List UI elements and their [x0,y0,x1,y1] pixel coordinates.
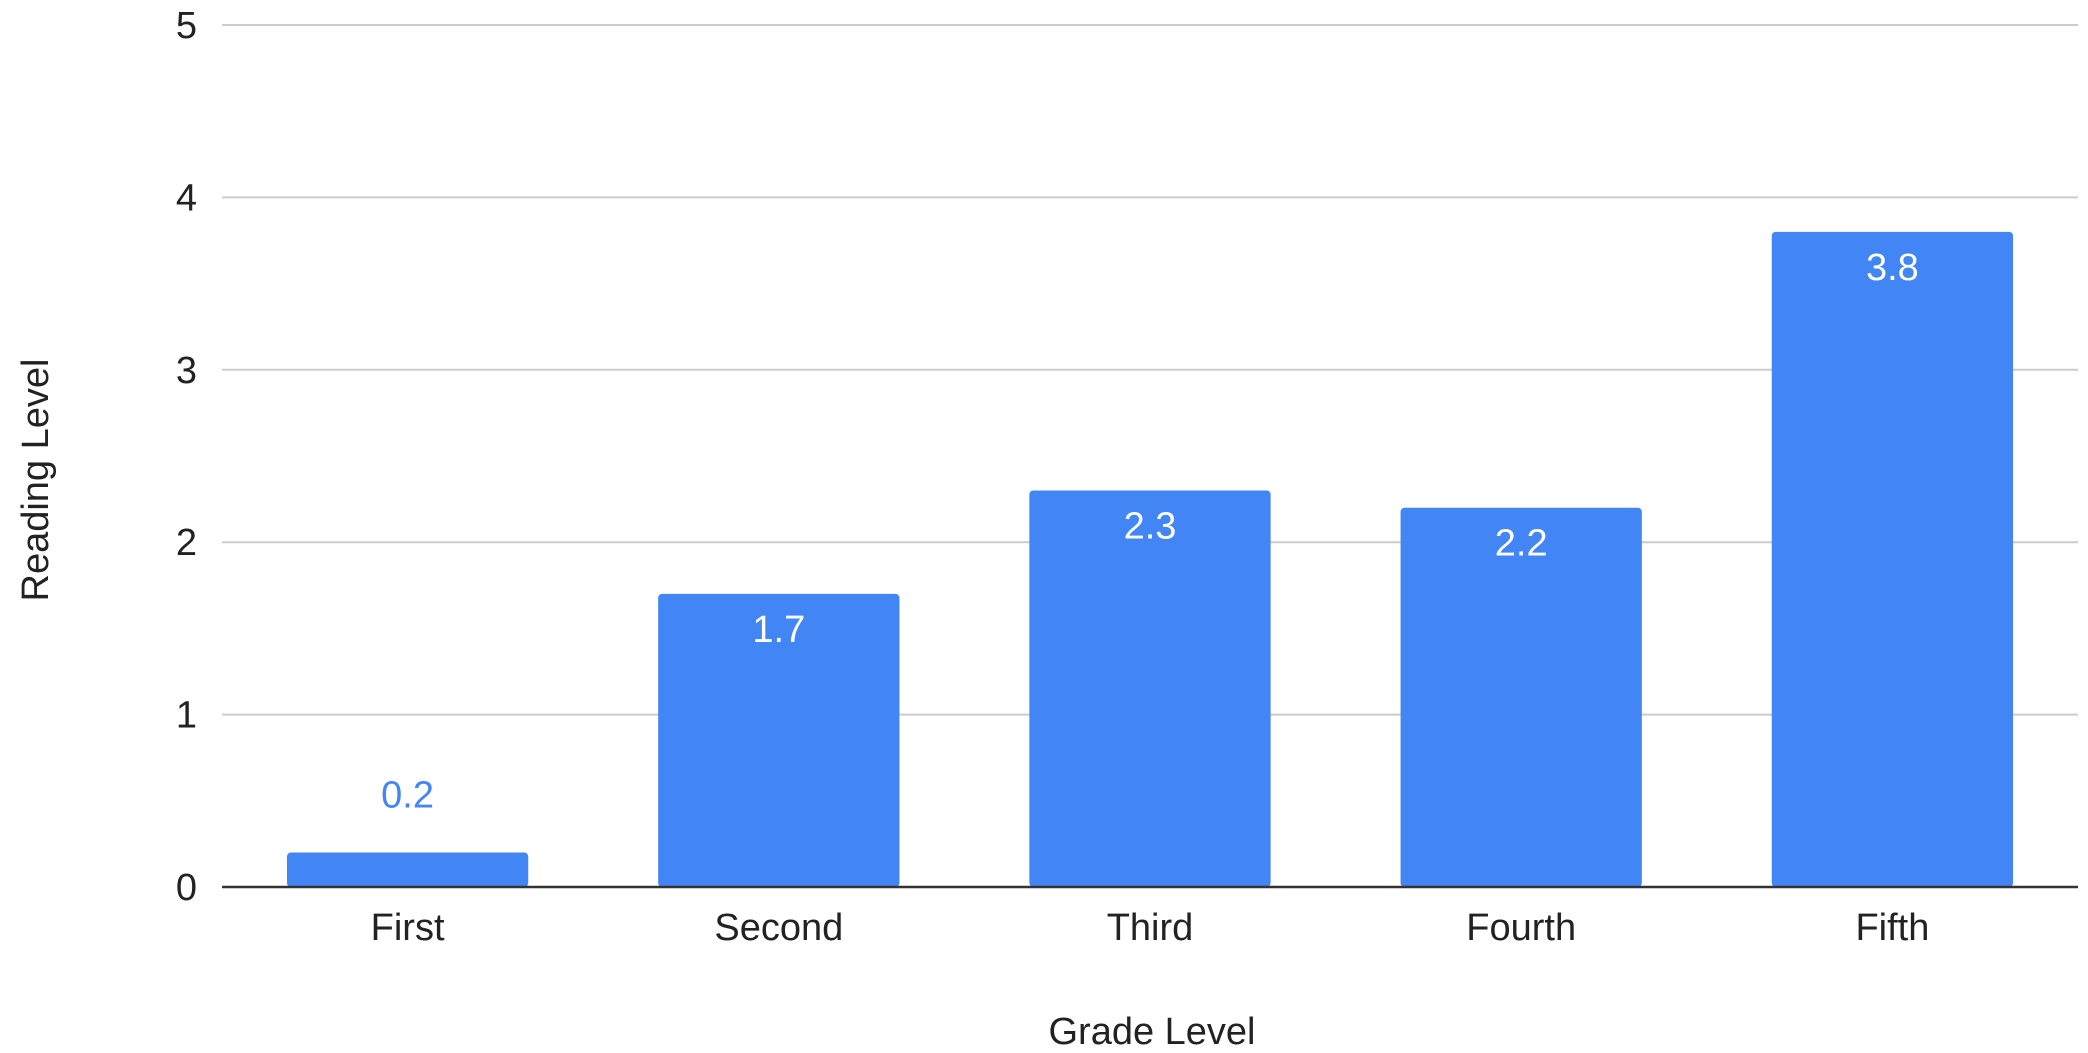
data-label: 2.3 [1124,505,1177,547]
y-tick-labels: 0 1 2 3 4 5 [176,5,197,909]
data-label: 3.8 [1866,247,1919,289]
y-tick-label: 5 [176,5,197,47]
bar-fourth [1400,507,1642,887]
y-tick-label: 3 [176,350,197,392]
data-labels: 0.2 1.7 2.3 2.2 3.8 [381,247,1919,817]
bars [286,231,2014,887]
y-tick-label: 1 [176,695,197,737]
y-tick-label: 2 [176,522,197,564]
y-tick-label: 4 [176,177,197,219]
data-label: 0.2 [381,775,434,817]
x-tick-label: Third [1107,907,1194,949]
y-axis-title: Reading Level [15,359,57,602]
bar-fifth [1771,231,2014,887]
bar-third [1029,490,1271,887]
gridlines [222,24,2078,716]
x-tick-label: First [371,907,445,949]
x-tick-label: Second [714,907,843,949]
x-tick-label: Fourth [1466,907,1576,949]
x-axis-title: Grade Level [1048,1011,1255,1053]
x-tick-label: Fifth [1855,907,1929,949]
y-tick-label: 0 [176,867,197,909]
x-tick-labels: First Second Third Fourth Fifth [371,907,1930,949]
bar-first [286,852,529,887]
bar-second [658,593,900,887]
data-label: 1.7 [752,609,805,651]
data-label: 2.2 [1495,523,1548,565]
